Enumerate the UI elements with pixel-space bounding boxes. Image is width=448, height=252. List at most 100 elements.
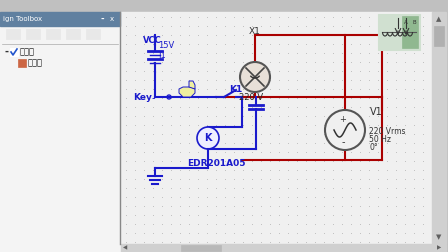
Point [177,168,184,172]
Text: -: - [341,137,345,147]
Point [258,69,265,73]
Point [248,105,255,109]
Point [284,24,292,28]
Point [185,159,193,163]
Point [347,105,354,109]
Point [203,96,211,100]
Point [338,213,345,217]
Point [401,114,409,118]
Point [293,222,301,226]
Point [311,204,319,208]
Point [159,69,166,73]
Point [230,42,237,46]
Point [375,222,382,226]
Point [293,177,301,181]
Point [267,222,274,226]
Point [410,15,418,19]
Point [248,69,255,73]
Point [212,24,220,28]
Point [320,240,327,244]
Point [419,42,426,46]
Point [159,159,166,163]
Point [212,33,220,37]
Point [347,240,354,244]
Point [239,141,246,145]
Point [419,195,426,199]
Point [230,204,237,208]
Point [410,132,418,136]
Point [419,123,426,127]
Point [401,42,409,46]
Point [230,96,237,100]
Point [131,168,138,172]
Point [194,87,202,91]
Point [177,123,184,127]
Point [311,123,319,127]
Point [366,168,373,172]
Point [194,123,202,127]
Bar [6,29,20,39]
Point [267,204,274,208]
Point [401,168,409,172]
Point [375,114,382,118]
Point [338,105,345,109]
Point [140,159,147,163]
Point [230,213,237,217]
Point [230,177,237,181]
Point [258,222,265,226]
Point [168,60,175,64]
Point [293,168,301,172]
Point [276,168,283,172]
Point [366,33,373,37]
Point [419,96,426,100]
Point [284,60,292,64]
Point [302,132,310,136]
Point [185,240,193,244]
Point [230,222,237,226]
Point [212,114,220,118]
Point [203,159,211,163]
Point [248,195,255,199]
Point [194,213,202,217]
Text: 继电器: 继电器 [28,58,43,68]
Point [122,15,129,19]
Point [267,114,274,118]
Point [194,177,202,181]
Point [258,51,265,55]
Point [267,186,274,190]
Point [248,231,255,235]
Point [150,114,157,118]
Point [258,42,265,46]
Point [401,123,409,127]
Point [159,231,166,235]
Point [221,231,228,235]
Point [140,231,147,235]
Point [383,15,391,19]
Bar [66,29,80,39]
Point [357,24,364,28]
Point [293,132,301,136]
Point [392,186,400,190]
Point [203,87,211,91]
Point [311,132,319,136]
Point [267,132,274,136]
Point [177,105,184,109]
Point [203,114,211,118]
Point [140,96,147,100]
Point [177,15,184,19]
Bar [26,29,40,39]
Point [284,87,292,91]
Point [347,78,354,82]
Point [392,177,400,181]
Point [366,24,373,28]
Point [267,33,274,37]
Point [131,69,138,73]
Point [293,78,301,82]
Point [177,231,184,235]
Point [267,123,274,127]
Point [221,150,228,154]
Point [329,87,336,91]
Point [140,33,147,37]
Point [383,195,391,199]
Point [375,123,382,127]
